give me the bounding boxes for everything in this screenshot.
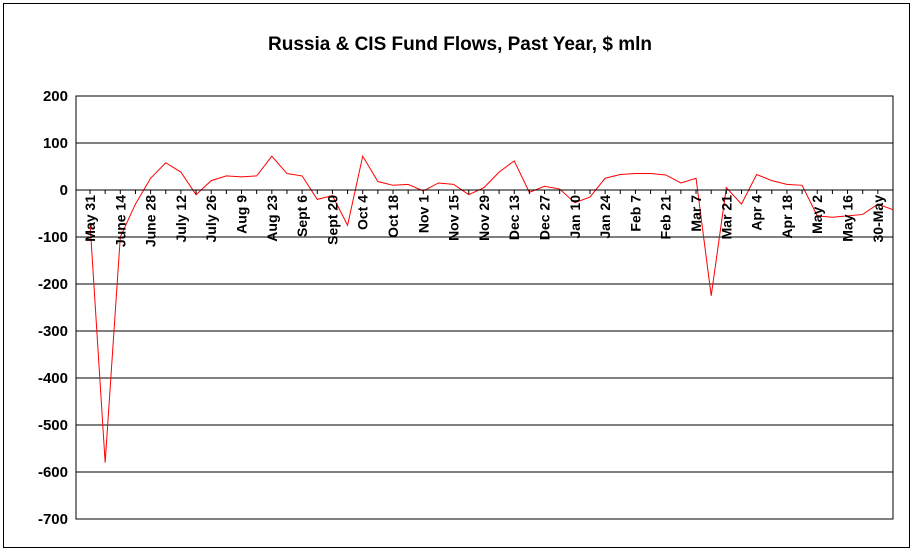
y-tick-label: -400 xyxy=(38,370,68,387)
x-tick-label: Apr 18 xyxy=(779,195,795,239)
x-tick-label: Mar 7 xyxy=(688,195,704,232)
fund-flow-series-line xyxy=(89,154,894,463)
y-tick-label: 100 xyxy=(43,135,68,152)
y-tick-label: -100 xyxy=(38,229,68,246)
x-tick-label: Dec 13 xyxy=(506,195,522,240)
x-tick-label: Sept 6 xyxy=(294,195,310,237)
x-tick-label: Apr 4 xyxy=(749,195,765,231)
x-tick-label: Sept 20 xyxy=(324,195,340,245)
x-tick-label: May 31 xyxy=(82,195,98,242)
x-tick-label: July 12 xyxy=(173,195,189,243)
y-tick-label: 200 xyxy=(43,88,68,105)
x-tick-label: Nov 29 xyxy=(476,195,492,241)
x-tick-label: July 26 xyxy=(203,195,219,243)
x-tick-label: Jan 24 xyxy=(597,195,613,239)
fund-flows-line-chart: Russia & CIS Fund Flows, Past Year, $ ml… xyxy=(38,34,894,528)
y-tick-label: -600 xyxy=(38,464,68,481)
y-tick-label: -200 xyxy=(38,276,68,293)
x-tick-label: Nov 1 xyxy=(415,195,431,233)
x-tick-label: Nov 15 xyxy=(446,195,462,241)
y-axis-labels: 200 100 0 -100 -200 -300 -400 -500 -600 -700 xyxy=(38,88,68,528)
y-tick-label: -700 xyxy=(38,511,68,528)
x-tick-label: May 2 xyxy=(809,195,825,234)
x-tick-label: Oct 4 xyxy=(355,195,371,230)
chart-frame: Russia & CIS Fund Flows, Past Year, $ ml… xyxy=(3,3,910,548)
x-tick-label: Feb 7 xyxy=(627,195,643,232)
y-tick-label: 0 xyxy=(60,182,68,199)
y-tick-label: -300 xyxy=(38,323,68,340)
plot-area xyxy=(75,95,894,520)
x-tick-label: June 28 xyxy=(143,195,159,247)
x-tick-label: Aug 9 xyxy=(234,195,250,234)
x-tick-label: June 14 xyxy=(112,195,128,247)
x-tick-label: Dec 27 xyxy=(537,195,553,240)
x-tick-label: May 16 xyxy=(840,195,856,242)
x-tick-label: Mar 21 xyxy=(718,195,734,240)
x-tick-label: Aug 23 xyxy=(264,195,280,242)
x-tick-label: 30-May xyxy=(870,195,886,243)
x-tick-label: Feb 21 xyxy=(658,195,674,240)
x-tick-label: Jan 10 xyxy=(567,195,583,239)
x-tick-label: Oct 18 xyxy=(385,195,401,238)
y-tick-label: -500 xyxy=(38,417,68,434)
x-axis-labels: May 31 June 14 June 28 July 12 July 26 Aug 9 A… xyxy=(82,190,894,247)
chart-title: Russia & CIS Fund Flows, Past Year, $ ml… xyxy=(268,34,652,55)
